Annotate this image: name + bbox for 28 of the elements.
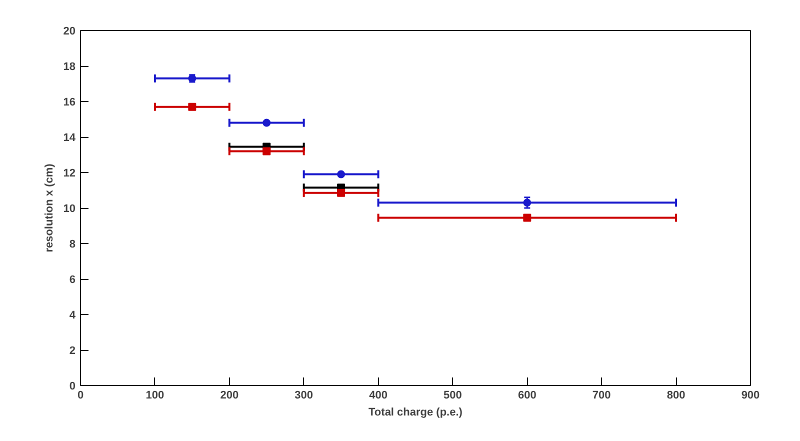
y-tick-label: 0 [69, 380, 76, 392]
y-tick-label: 2 [69, 345, 76, 357]
x-tick-label: 100 [146, 390, 164, 402]
y-tick-label: 8 [69, 238, 76, 250]
y-tick-label: 14 [63, 132, 76, 144]
y-tick-label: 4 [69, 310, 76, 322]
x-tick-label: 700 [592, 390, 611, 402]
x-tick-label: 900 [741, 390, 760, 402]
y-tick-label: 10 [63, 203, 76, 215]
point [262, 147, 271, 156]
point [337, 188, 346, 197]
x-tick-label: 300 [294, 390, 314, 402]
y-tick-label: 12 [63, 168, 76, 180]
y-tick-label: 20 [63, 26, 76, 38]
point [188, 102, 196, 111]
point [523, 214, 532, 222]
point [523, 198, 532, 207]
y-tick-label: 16 [63, 96, 76, 108]
x-tick-label: 600 [518, 390, 536, 402]
x-tick-label: 800 [666, 390, 686, 402]
x-tick-label: 400 [369, 390, 388, 402]
x-axis-title: Total charge (p.e.) [368, 406, 463, 418]
y-axis-title: resolution x (cm) [43, 163, 56, 252]
y-tick-label: 6 [69, 274, 76, 286]
x-tick-label: 0 [77, 390, 84, 402]
x-tick-label: 500 [444, 390, 462, 402]
y-tick-label: 18 [63, 61, 76, 73]
x-tick-label: 200 [220, 390, 239, 402]
